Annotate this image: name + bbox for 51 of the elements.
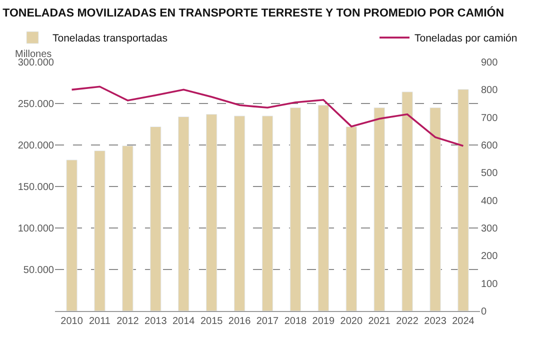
y2-tick-label: 600 <box>481 140 498 152</box>
bar <box>374 107 385 311</box>
x-tick-label: 2010 <box>60 316 84 327</box>
x-tick-label: 2011 <box>88 316 111 327</box>
y-tick-label: 300.000 <box>18 58 54 68</box>
y-tick-label: 250.000 <box>18 99 54 110</box>
y-tick-label: 50.000 <box>23 265 54 276</box>
x-tick-label: 2016 <box>228 316 252 327</box>
y-tick-label: 200.000 <box>18 140 54 152</box>
legend-label: Toneladas por camión <box>414 32 518 45</box>
x-tick-label: 2014 <box>172 316 196 327</box>
y-axis-title: Millones <box>15 49 52 60</box>
line-series <box>70 86 464 147</box>
bar <box>402 92 413 311</box>
y2-tick-label: 0 <box>481 306 487 318</box>
y2-tick-label: 700 <box>481 112 498 124</box>
bar <box>66 160 78 311</box>
x-tick-label: 2017 <box>256 316 280 327</box>
bar <box>458 89 469 311</box>
bar <box>430 107 441 311</box>
x-tick-label: 2013 <box>144 316 168 327</box>
y2-tick-label: 500 <box>481 168 498 180</box>
y2-tick-label: 200 <box>481 251 498 262</box>
x-tick-label: 2018 <box>284 316 308 327</box>
bar <box>290 107 302 311</box>
y2-tick-label: 100 <box>481 278 498 290</box>
x-tick-label: 2015 <box>200 316 224 327</box>
y-tick-label: 100.000 <box>18 224 54 234</box>
bar <box>122 146 134 311</box>
bar <box>318 104 329 311</box>
x-tick-label: 2022 <box>396 316 419 327</box>
x-tick-label: 2020 <box>340 316 363 327</box>
x-tick-label: 2021 <box>368 316 391 327</box>
bar <box>346 126 357 311</box>
bar <box>94 150 106 311</box>
y2-tick-label: 400 <box>481 196 498 207</box>
bar <box>234 116 246 311</box>
y2-tick-label: 900 <box>481 58 498 68</box>
bar <box>150 126 162 311</box>
x-tick-label: 2012 <box>116 316 140 327</box>
y-tick-label: 150.000 <box>18 182 54 193</box>
x-tick-label: 2019 <box>312 316 335 327</box>
bar <box>262 116 274 311</box>
legend-label: Toneladas transportadas <box>52 32 168 45</box>
x-tick-label: 2024 <box>452 316 475 327</box>
y2-tick-label: 800 <box>481 85 498 96</box>
chart-title: TONELADAS MOVILIZADAS EN TRANSPORTE TERRESTE Y TON PROMEDIO POR CAMIÓN <box>2 6 504 20</box>
bar <box>178 116 190 311</box>
x-tick-label: 2023 <box>424 316 447 327</box>
bar <box>206 114 218 311</box>
y2-tick-label: 300 <box>481 224 498 234</box>
